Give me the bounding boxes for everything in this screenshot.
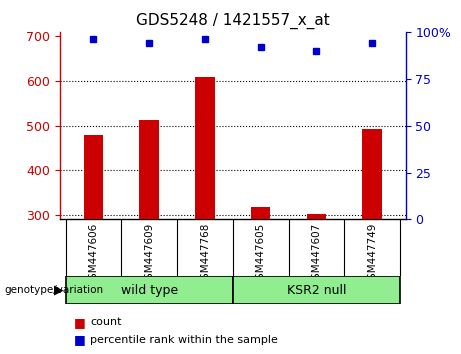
Text: GSM447749: GSM447749 <box>367 222 377 286</box>
Text: wild type: wild type <box>121 284 178 297</box>
Text: GSM447768: GSM447768 <box>200 222 210 286</box>
Text: ▶: ▶ <box>54 284 64 297</box>
Text: genotype/variation: genotype/variation <box>5 285 104 295</box>
Bar <box>139 120 159 219</box>
Text: ■: ■ <box>74 333 85 346</box>
Bar <box>307 214 326 219</box>
Text: ■: ■ <box>74 316 85 329</box>
Text: GSM447606: GSM447606 <box>89 222 98 286</box>
Bar <box>83 136 103 219</box>
Bar <box>251 207 271 219</box>
Text: count: count <box>90 317 121 327</box>
Bar <box>362 129 382 219</box>
Bar <box>195 78 215 219</box>
Text: GSM447605: GSM447605 <box>256 222 266 286</box>
Text: percentile rank within the sample: percentile rank within the sample <box>90 335 278 345</box>
Text: KSR2 null: KSR2 null <box>287 284 346 297</box>
FancyBboxPatch shape <box>233 276 400 304</box>
FancyBboxPatch shape <box>65 276 233 304</box>
Text: GSM447607: GSM447607 <box>312 222 321 286</box>
Text: GSM447609: GSM447609 <box>144 222 154 286</box>
Title: GDS5248 / 1421557_x_at: GDS5248 / 1421557_x_at <box>136 13 330 29</box>
